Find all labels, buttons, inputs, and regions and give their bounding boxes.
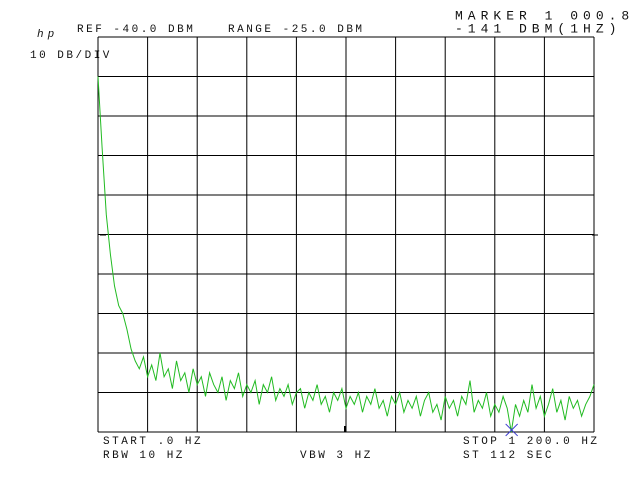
- start: START .0 HZ: [103, 436, 203, 448]
- vbw: VBW 3 HZ: [300, 450, 373, 462]
- scale: 10 DB/DIV: [30, 50, 112, 62]
- rbw: RBW 10 HZ: [103, 450, 185, 462]
- stop: STOP 1 200.0 HZ: [463, 436, 600, 448]
- ref-level: REF -40.0 DBM: [77, 24, 195, 36]
- sweep-time: ST 112 SEC: [463, 450, 554, 462]
- range: RANGE -25.0 DBM: [228, 24, 365, 36]
- logo: hp: [37, 29, 58, 41]
- marker-label: MARKER 1 000.8: [455, 8, 634, 23]
- trace: [97, 76, 595, 433]
- marker-value: -141 DBM(1HZ): [455, 21, 621, 36]
- marker: [505, 423, 519, 437]
